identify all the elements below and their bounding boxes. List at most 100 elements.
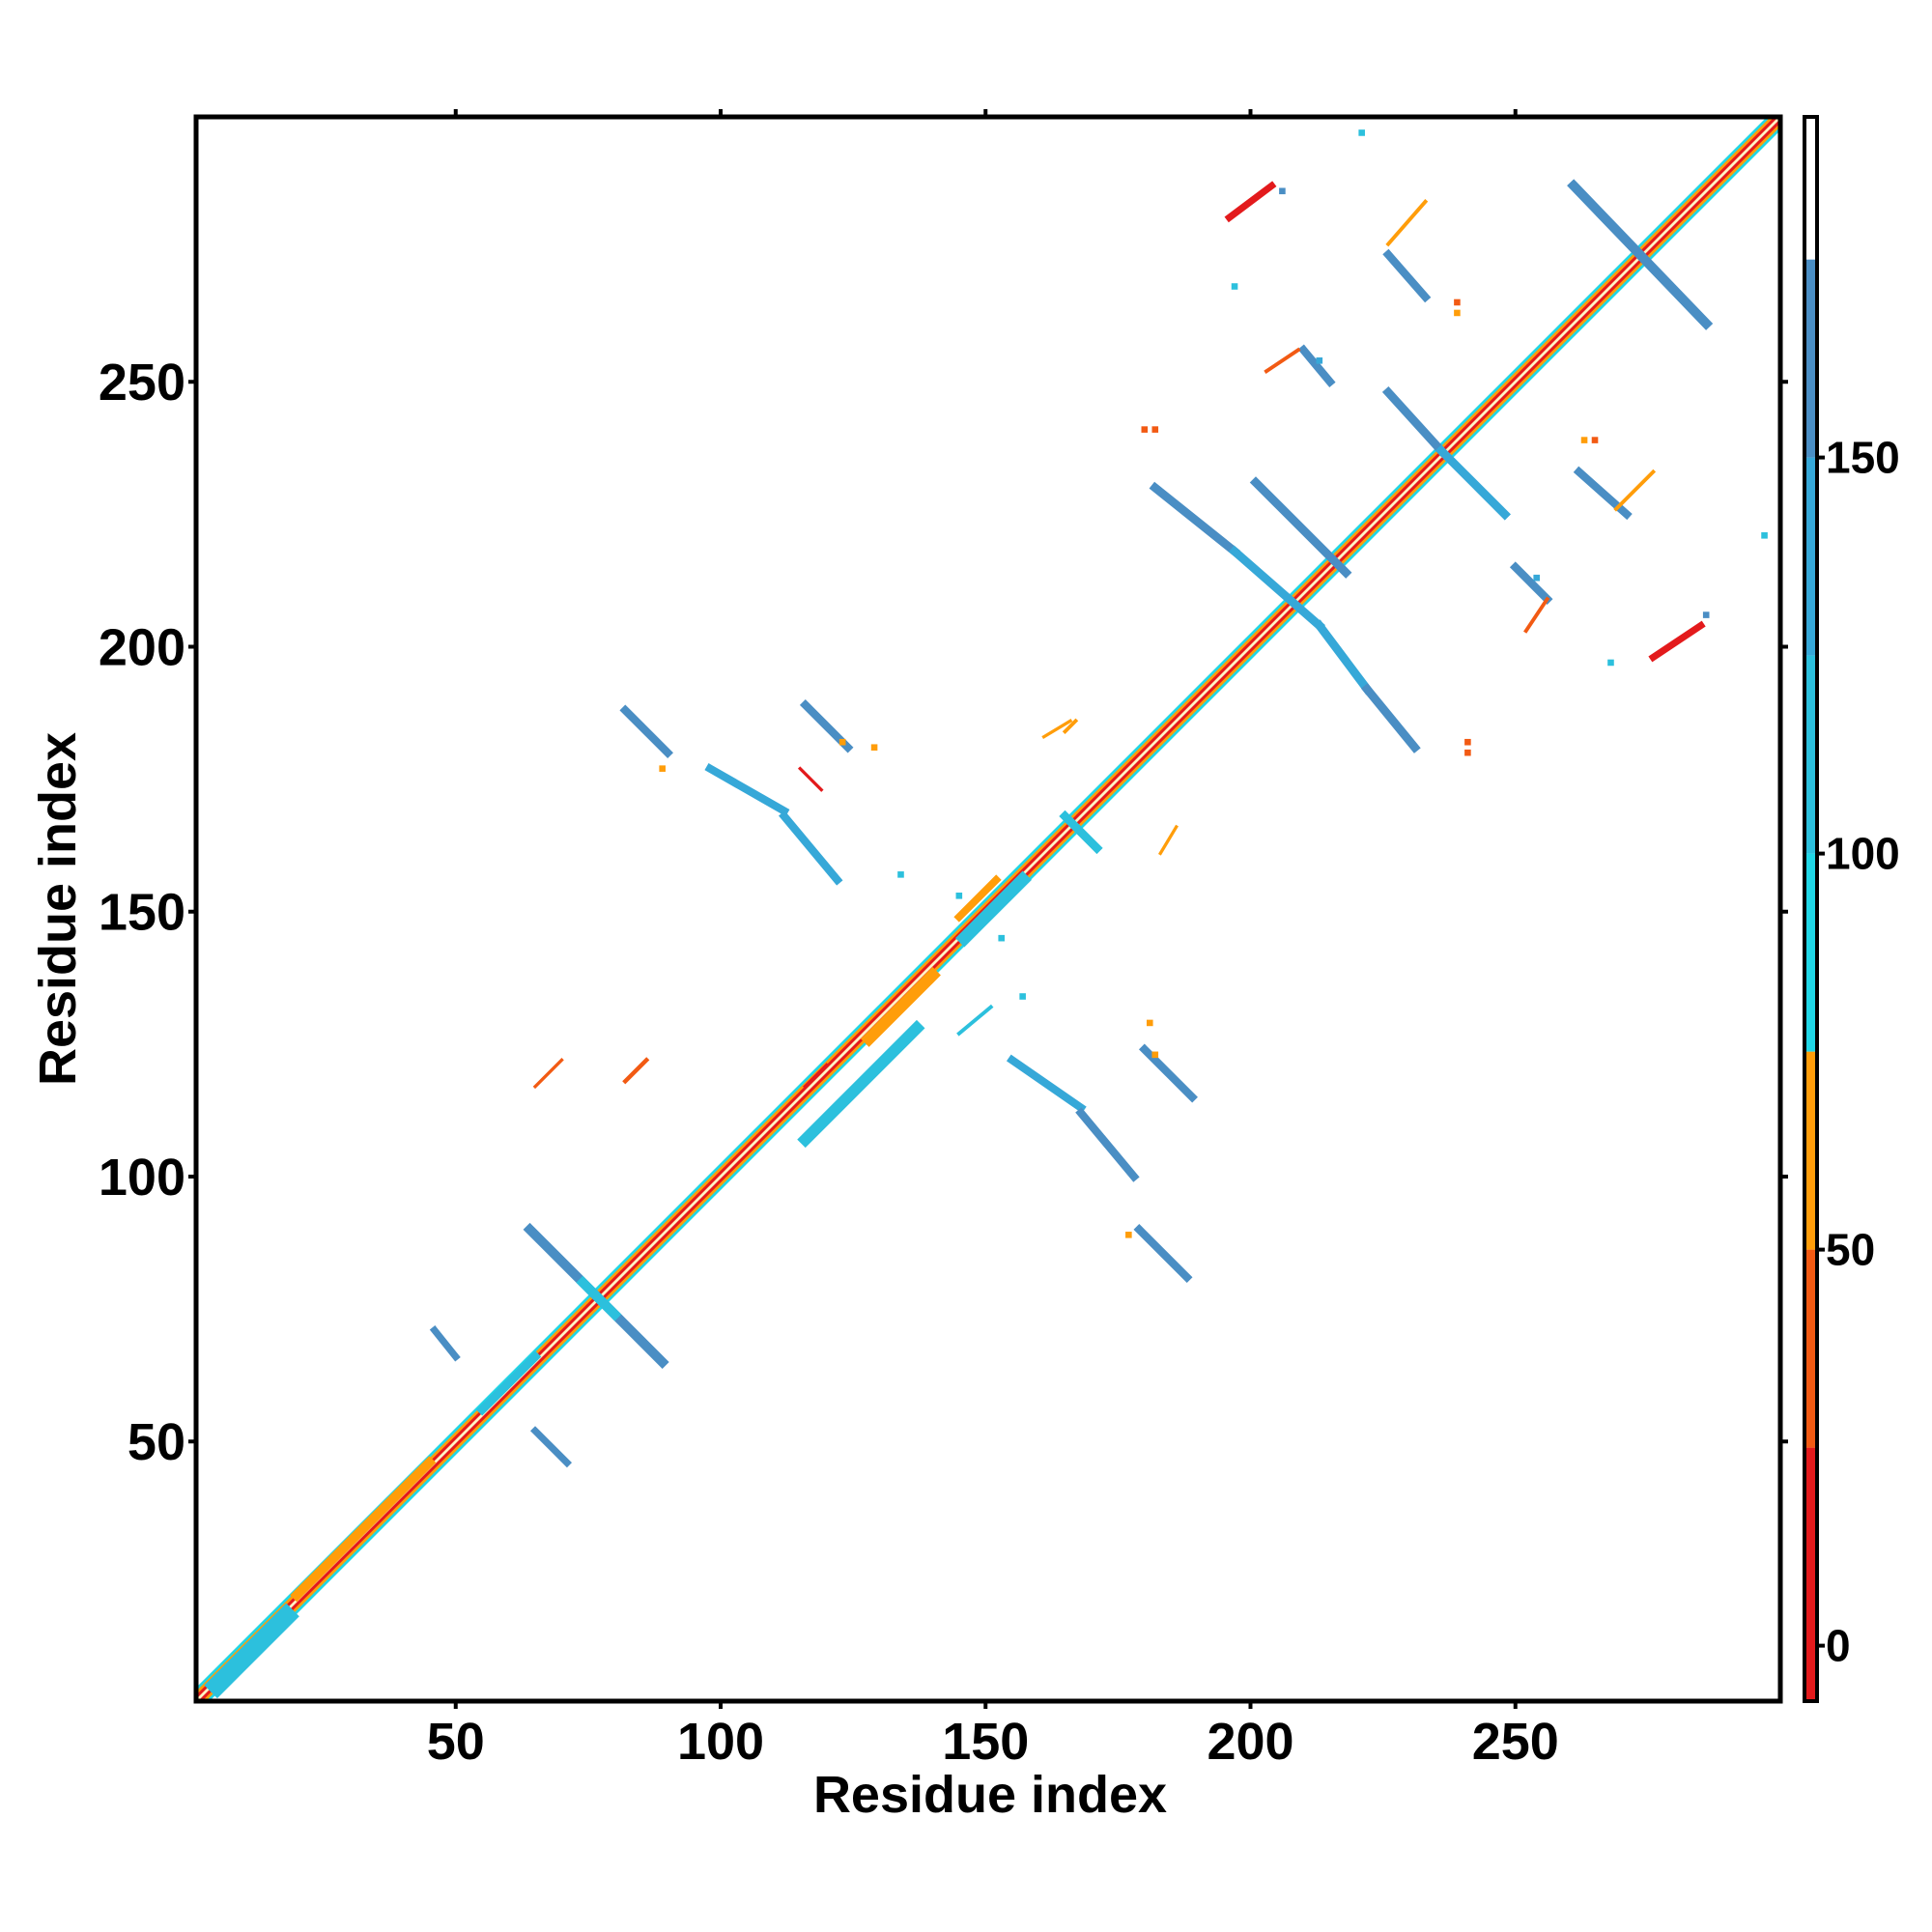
- contact-segment-24: [1062, 718, 1079, 734]
- contact-point-14: [1454, 309, 1461, 317]
- contact-point-22: [1761, 532, 1768, 539]
- contact-point-6: [870, 744, 878, 751]
- colorbar-band-4: [1804, 853, 1817, 1052]
- colorbar-band-2: [1804, 1249, 1817, 1448]
- contact-segment-41: [1613, 469, 1657, 512]
- y-tick-label-50: 50: [128, 1413, 185, 1471]
- contact-point-7: [1454, 298, 1461, 306]
- contact-segment-34: [1382, 248, 1432, 303]
- contact-segment-2: [290, 1456, 437, 1603]
- plot-frame: [193, 114, 1783, 1704]
- contact-point-12: [1464, 749, 1471, 756]
- contact-point-15: [1279, 187, 1286, 195]
- contact-segment-43: [1523, 596, 1550, 634]
- contact-point-8: [1591, 437, 1599, 443]
- contact-point-20: [1533, 574, 1540, 582]
- contact-segment-9: [797, 1019, 925, 1149]
- contact-segment-32: [1435, 444, 1511, 521]
- colorbar-band-8: [1804, 117, 1817, 260]
- contact-point-18: [1607, 659, 1614, 667]
- axis-ticks: 50 100 150 200 250 50 100 150 200 250: [99, 109, 1788, 1771]
- contact-segment-30: [1360, 683, 1421, 753]
- contact-segment-40: [1385, 199, 1429, 247]
- contact-segment-12: [953, 874, 1002, 923]
- contact-point-10: [1151, 426, 1159, 433]
- contact-segment-42: [1264, 347, 1301, 374]
- contact-segment-26: [1249, 476, 1352, 579]
- contact-point-2: [1151, 1051, 1159, 1059]
- x-tick-label-150: 150: [942, 1713, 1029, 1771]
- contact-segment-21: [1133, 1224, 1193, 1284]
- contact-segment-38: [1224, 181, 1277, 223]
- x-tick-label-250: 250: [1472, 1713, 1559, 1771]
- y-tick-label-200: 200: [99, 618, 185, 676]
- contact-segment-35: [1297, 344, 1336, 388]
- x-tick-label-200: 200: [1207, 1713, 1293, 1771]
- contact-segment-27: [1149, 481, 1241, 557]
- contact-segment-8: [622, 1057, 650, 1085]
- contact-segment-45: [1158, 824, 1179, 856]
- contact-segment-39: [1648, 620, 1706, 663]
- contact-point-26: [1019, 993, 1026, 1000]
- contact-segment-25: [797, 766, 824, 792]
- contact-segment-33: [1567, 179, 1714, 330]
- colorbar-tick-label-100: 100: [1826, 829, 1900, 879]
- colorbar-tick-label-0: 0: [1826, 1621, 1851, 1671]
- contact-point-16: [1702, 611, 1710, 618]
- contact-segment-13: [1059, 810, 1103, 855]
- x-tick-label-50: 50: [427, 1713, 485, 1771]
- contact-segment-22: [803, 1063, 830, 1090]
- y-tick-label-100: 100: [99, 1149, 185, 1207]
- colorbar-band-7: [1804, 259, 1817, 458]
- contact-segment-37: [1509, 561, 1553, 605]
- contact-segment-44: [1041, 719, 1073, 739]
- contact-point-13: [1580, 437, 1588, 443]
- colorbar: 0 50 100 150: [1803, 115, 1900, 1703]
- colorbar-band-1: [1804, 1447, 1817, 1701]
- contact-segment-17: [779, 810, 843, 886]
- contact-segment-3: [475, 1350, 542, 1416]
- contact-segment-28: [1228, 545, 1326, 632]
- contact-segment-16: [704, 763, 790, 817]
- contact-segment-29: [1313, 619, 1374, 696]
- contact-segment-11: [955, 870, 1032, 948]
- contact-segment-23: [956, 1004, 994, 1037]
- colorbar-band-5: [1804, 655, 1817, 854]
- contact-point-5: [1147, 1019, 1153, 1027]
- contact-segment-5: [529, 1426, 572, 1468]
- x-tick-label-100: 100: [677, 1713, 764, 1771]
- contact-point-1: [838, 738, 846, 746]
- y-tick-label-250: 250: [99, 354, 185, 412]
- contact-point-17: [1231, 283, 1238, 290]
- colorbar-frame: [1803, 115, 1819, 1703]
- contact-point-4: [659, 765, 666, 772]
- contact-segment-10: [861, 967, 941, 1047]
- contact-segment-31: [1381, 386, 1448, 457]
- contact-segment-19: [1075, 1107, 1140, 1182]
- contact-segment-14: [619, 704, 673, 759]
- y-tick-label-150: 150: [99, 884, 185, 942]
- contact-point-3: [1125, 1232, 1132, 1238]
- contact-point-23: [955, 892, 963, 899]
- contact-point-25: [897, 871, 904, 878]
- contact-segment-4: [429, 1325, 461, 1362]
- colorbar-tick-label-50: 50: [1826, 1225, 1875, 1275]
- contact-segment-46: [532, 1057, 564, 1090]
- heatmap-plot-area: [196, 117, 1780, 1701]
- contact-point-19: [1316, 357, 1323, 364]
- heatmap-marks: [196, 117, 1780, 1701]
- contact-segment-7: [576, 1275, 622, 1321]
- y-axis-label: Residue index: [29, 732, 87, 1086]
- colorbar-band-6: [1804, 457, 1817, 656]
- contact-point-21: [1358, 129, 1365, 136]
- x-axis-label: Residue index: [813, 1766, 1167, 1824]
- contact-point-24: [998, 934, 1006, 942]
- contact-point-11: [1141, 426, 1149, 433]
- contact-segment-1: [204, 1603, 299, 1699]
- colorbar-tick-label-150: 150: [1826, 433, 1900, 483]
- contact-point-9: [1464, 738, 1471, 746]
- contact-segment-18: [1006, 1054, 1087, 1114]
- colorbar-band-3: [1804, 1051, 1817, 1250]
